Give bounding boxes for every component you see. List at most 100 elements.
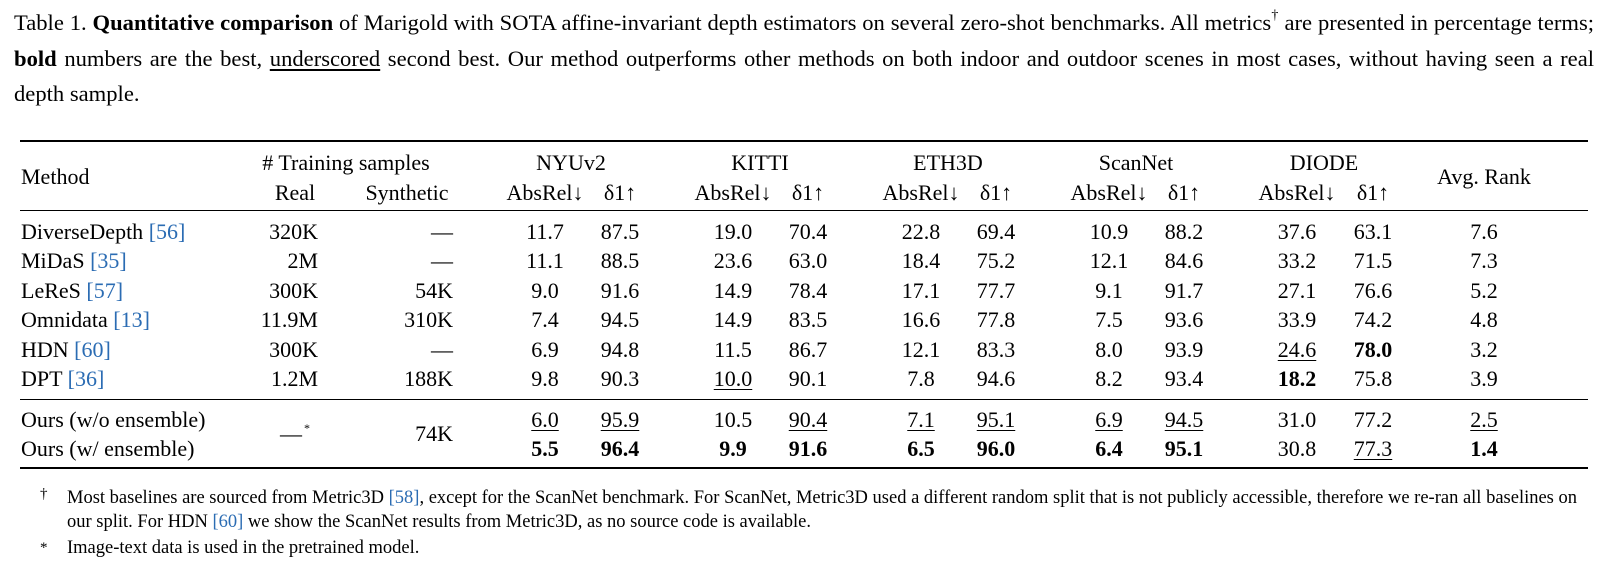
row-avg-rank: 3.9 (1470, 366, 1498, 391)
table-cell-value: 14.9 (713, 278, 753, 303)
row-avg-rank: 5.2 (1470, 278, 1498, 303)
table-cell-value: 90.1 (788, 366, 828, 391)
ours-cell-value: 6.0 (531, 407, 559, 432)
ours-method-name: Ours (w/ ensemble) (21, 436, 195, 461)
ours-cell-value: 10.5 (713, 407, 753, 432)
method-name-text: MiDaS (21, 248, 91, 273)
table-cell-value: 12.1 (901, 337, 941, 362)
citation-link[interactable]: [57] (86, 278, 124, 303)
table-cell-value: 11.1 (526, 248, 564, 273)
footnote-ref-58[interactable]: [58] (388, 488, 420, 508)
table-cell-value: 10.0 (713, 366, 753, 391)
table-cell-value: 37.6 (1277, 219, 1317, 244)
row-synthetic-samples: — (431, 248, 453, 273)
table-cell-value: 33.2 (1277, 248, 1317, 273)
citation-link[interactable]: [60] (74, 337, 111, 362)
row-method-name: DiverseDepth [56] (21, 219, 185, 245)
table-cell-value: 78.4 (788, 278, 828, 303)
ours-synthetic: 74K (415, 421, 453, 446)
table-cell-value: 75.8 (1353, 366, 1393, 391)
caption-underscored-word: underscored (269, 45, 381, 71)
table-cell-value: 63.1 (1353, 219, 1393, 244)
row-real-samples: 11.9M (260, 307, 318, 332)
table-bottom-rule (20, 467, 1588, 469)
table-cell-value: 19.0 (713, 219, 753, 244)
table-cell-value: 91.7 (1164, 278, 1204, 303)
footnote-dagger-part-c: we show the ScanNet results from Metric3… (243, 512, 811, 532)
table-cell-value: 16.6 (901, 307, 941, 332)
table-cell-value: 8.2 (1095, 366, 1123, 391)
ours-avg-rank: 1.4 (1470, 436, 1498, 461)
ours-cell-value: 91.6 (788, 436, 828, 461)
ours-real-value: — (280, 421, 302, 446)
header-dataset-kitti: KITTI (731, 150, 789, 175)
table-top-rule (20, 140, 1588, 142)
table-cell-value: 83.3 (976, 337, 1016, 362)
method-name-text: LeReS (21, 278, 87, 303)
table-cell-value: 78.0 (1353, 337, 1393, 362)
subheader-absrel-scannet: AbsRel↓ (1070, 180, 1148, 205)
citation-link[interactable]: [35] (90, 248, 127, 273)
subheader-delta1-scannet: δ1↑ (1167, 180, 1201, 205)
table-cell-value: 27.1 (1277, 278, 1317, 303)
subheader-absrel-diode: AbsRel↓ (1258, 180, 1336, 205)
citation-link[interactable]: [56] (148, 219, 186, 244)
caption-prefix: Table 1. (14, 10, 93, 35)
ours-cell-value: 96.0 (976, 436, 1016, 461)
footnote-dagger-part-b: , except for the ScanNet benchmark. For … (67, 488, 1578, 532)
table-cell-value: 17.1 (901, 278, 941, 303)
row-synthetic-samples: — (431, 219, 453, 244)
ours-cell-value: 31.0 (1277, 407, 1317, 432)
subheader-absrel-kitti: AbsRel↓ (694, 180, 772, 205)
ours-cell-value: 77.2 (1353, 407, 1393, 432)
header-real: Real (274, 180, 316, 205)
table-cell-value: 87.5 (600, 219, 640, 244)
footnote-star-mark: * (40, 540, 48, 556)
subheader-delta1-eth3d: δ1↑ (979, 180, 1013, 205)
ours-cell-value: 6.9 (1095, 407, 1123, 432)
subheader-absrel-eth3d: AbsRel↓ (882, 180, 960, 205)
ours-cell-value: 95.1 (976, 407, 1016, 432)
ours-cell-value: 90.4 (788, 407, 828, 432)
row-synthetic-samples: — (431, 337, 453, 362)
header-dataset-eth3d: ETH3D (913, 150, 983, 175)
row-avg-rank: 3.2 (1470, 337, 1498, 362)
header-dataset-diode: DIODE (1289, 150, 1359, 175)
row-synthetic-samples: 188K (404, 366, 453, 391)
citation-link[interactable]: [13] (113, 307, 150, 332)
row-real-samples: 300K (269, 278, 318, 303)
table-cell-value: 93.6 (1164, 307, 1204, 332)
ours-cell-value: 6.4 (1095, 436, 1123, 461)
footnote-dagger-mark: † (40, 486, 48, 502)
row-method-name: Omnidata [13] (21, 307, 150, 333)
ours-cell-value: 95.1 (1164, 436, 1204, 461)
citation-link[interactable]: [36] (67, 366, 105, 391)
ours-cell-value: 6.5 (907, 436, 935, 461)
ours-cell-value: 5.5 (531, 436, 559, 461)
table-cell-value: 84.6 (1164, 248, 1204, 273)
table-cell-value: 9.1 (1095, 278, 1123, 303)
table-cell-value: 90.3 (600, 366, 640, 391)
subheader-delta1-nyuv2: δ1↑ (603, 180, 637, 205)
footnote-ref-60[interactable]: [60] (212, 512, 244, 532)
ours-cell-value: 95.9 (600, 407, 640, 432)
table-cell-value: 18.4 (901, 248, 941, 273)
row-method-name: MiDaS [35] (21, 248, 127, 274)
row-method-name: DPT [36] (21, 366, 104, 392)
ours-method-name: Ours (w/o ensemble) (21, 407, 206, 432)
table-cell-value: 11.5 (714, 337, 752, 362)
table-cell-value: 7.5 (1095, 307, 1123, 332)
row-real-samples: 300K (269, 337, 318, 362)
table-cell-value: 24.6 (1277, 337, 1317, 362)
table-cell-value: 77.8 (976, 307, 1016, 332)
table-cell-value: 86.7 (788, 337, 828, 362)
table-cell-value: 76.6 (1353, 278, 1393, 303)
method-name-text: DPT (21, 366, 68, 391)
table-cell-value: 88.5 (600, 248, 640, 273)
table-cell-value: 22.8 (901, 219, 941, 244)
table-ours-rule (20, 399, 1588, 400)
row-real-samples: 320K (269, 219, 318, 244)
table-cell-value: 10.9 (1089, 219, 1129, 244)
caption-part2: are presented in percentage terms; (1278, 10, 1595, 35)
table-cell-value: 94.5 (600, 307, 640, 332)
